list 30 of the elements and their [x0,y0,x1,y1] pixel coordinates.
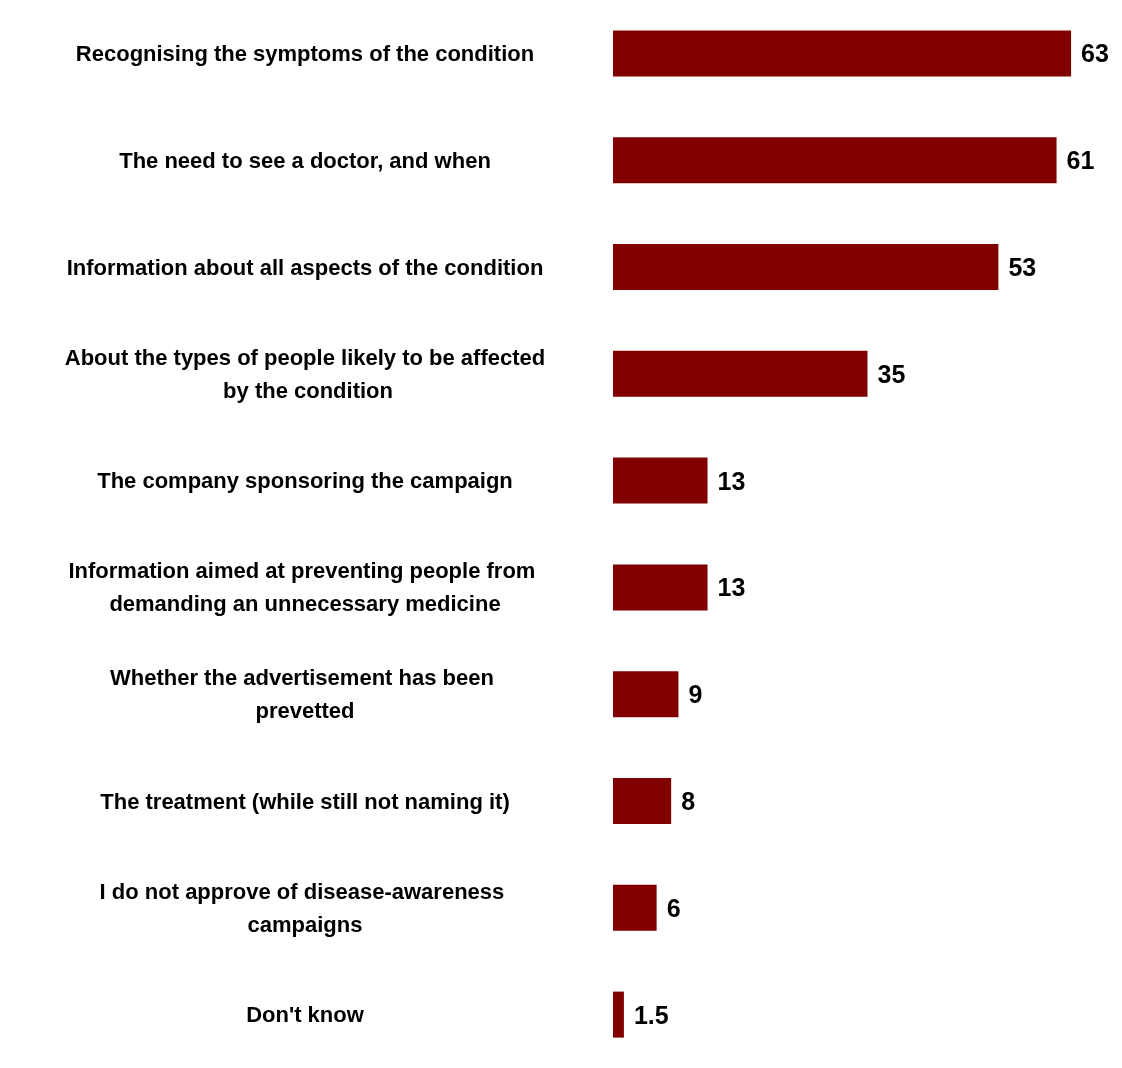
y-tick-label: Whether the advertisement has been prevetted [110,665,500,724]
data-label: 13 [717,573,746,602]
data-label: 61 [1066,146,1095,175]
bar [613,778,672,824]
data-label: 53 [1008,253,1037,281]
data-label: 6 [666,893,681,922]
bar [613,350,868,397]
y-tick-label: Information aimed at preventing people from demanding an unnecessary medicine [68,558,542,617]
data-label: 63 [1081,39,1109,68]
y-tick-label: I do not approve of disease-awareness campaigns [99,878,511,937]
y-tick-label: The need to see a doctor, and when [119,147,491,173]
data-label: 8 [681,787,696,815]
data-label: 13 [717,466,746,495]
data-label: 1.5 [633,1000,669,1029]
y-tick-label: Recognising the symptoms of the condition [75,40,535,66]
bar [613,244,999,290]
bar [613,564,708,611]
bar [613,884,657,931]
y-tick-label: The treatment (while still not naming it) [100,788,510,814]
y-tick-label: Information about all aspects of the condition [66,254,544,280]
bar [613,30,1072,77]
y-tick-label: About the types of people likely to be affected by the condition [64,344,546,403]
y-tick-label: The company sponsoring the campaign [97,468,513,494]
bar [613,671,679,718]
bar [613,137,1057,184]
y-tick-label: Don't know [246,1002,365,1028]
bar [613,457,708,504]
data-label: 35 [877,359,906,388]
data-label: 9 [688,680,703,709]
bar [613,991,624,1038]
